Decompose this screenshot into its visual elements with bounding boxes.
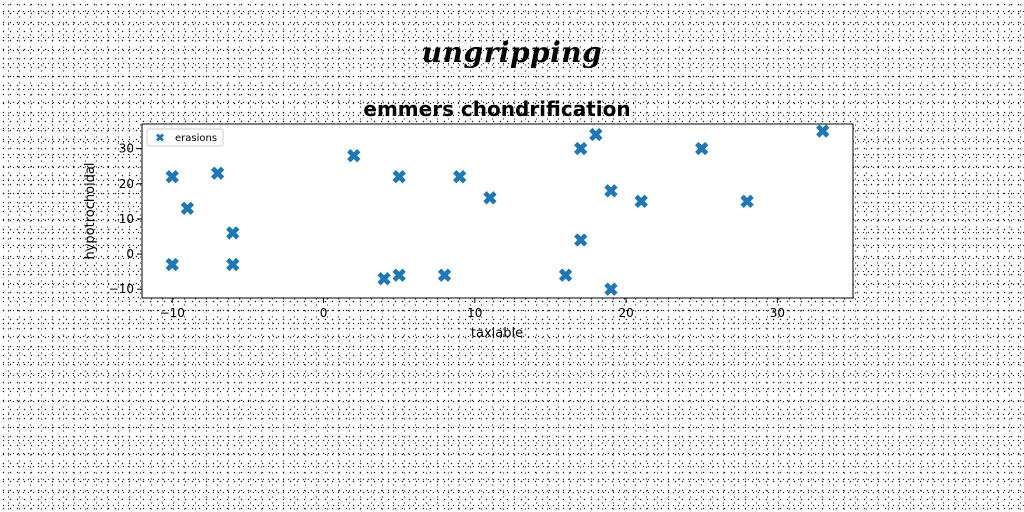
x-tick-label: 20 [618,306,633,320]
data-point [165,170,179,184]
data-point [453,170,467,184]
data-point [392,170,406,184]
legend-marker-glyph [155,133,165,142]
x-axis-label: taxiable [471,326,523,341]
data-point [816,124,830,138]
y-axis-label: hypotrochoidal [83,162,98,259]
y-tick-label: 0 [126,247,134,261]
x-tick-label: 30 [770,306,785,320]
data-point [483,191,497,205]
data-point [226,257,240,272]
data-point [392,268,406,282]
data-point [634,194,648,209]
y-tick-label: −10 [109,282,134,296]
x-tick-label: −10 [160,306,185,320]
data-point [604,184,618,198]
data-point [695,141,709,156]
legend-label: erasions [175,133,217,144]
data-point [574,141,588,156]
data-point [180,201,195,216]
data-point [437,268,452,282]
data-point [226,226,240,240]
x-tick-label: 0 [320,306,328,320]
data-point [574,233,588,247]
figure-suptitle: ungripping [421,36,603,69]
data-point [347,148,361,163]
data-point [377,271,391,286]
chart-title: emmers chondrification [363,97,630,121]
legend: erasions [146,128,224,147]
plot-area [141,123,854,299]
data-point [210,166,225,180]
y-tick-label: 20 [119,177,134,191]
x-axis: −10 0 10 20 30 [160,298,785,320]
legend-box [146,128,224,147]
y-tick-label: 10 [119,212,134,226]
data-point [740,194,754,209]
data-point [165,257,179,272]
scatter-points [165,124,830,296]
data-point [604,282,618,296]
x-tick-label: 10 [467,306,482,320]
data-point [589,127,603,142]
y-tick-label: 30 [119,142,134,156]
y-axis: −10 0 10 20 30 [109,142,142,296]
legend-marker-icon [155,133,165,142]
data-point [558,268,573,282]
